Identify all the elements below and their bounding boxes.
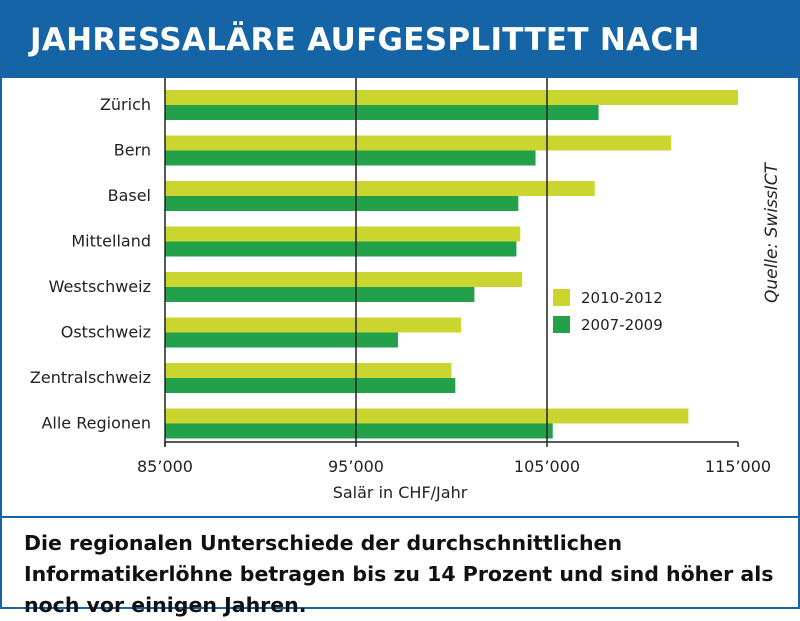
chart-area: Zürich Bern Basel Mittelland Westschweiz Osts… <box>2 78 798 516</box>
bar-chart: Zürich Bern Basel Mittelland Westschweiz Osts… <box>30 78 782 502</box>
legend-group: 2010-2012 2007-2009 <box>553 289 663 334</box>
bar-a-4 <box>165 272 523 287</box>
category-label: Zentralschweiz <box>30 368 151 387</box>
bar-a-1 <box>165 135 672 151</box>
legend-swatch-a <box>553 289 570 306</box>
x-tick-label: 105’000 <box>514 457 580 476</box>
axis-group <box>164 78 739 447</box>
bar-a-7 <box>165 408 689 424</box>
bar-a-0 <box>165 90 738 105</box>
x-tick-label: 115’000 <box>705 457 771 476</box>
category-label: Zürich <box>100 95 151 114</box>
category-label: Basel <box>108 186 151 205</box>
category-label: Mittelland <box>71 232 151 251</box>
bar-b-2 <box>165 196 519 211</box>
x-axis-label: Salär in CHF/Jahr <box>333 483 468 502</box>
bar-b-5 <box>165 332 399 348</box>
category-label: Westschweiz <box>49 277 151 296</box>
category-label: Bern <box>114 141 151 160</box>
x-tick-label: 85’000 <box>137 457 193 476</box>
labels-group: Zürich Bern Basel Mittelland Westschweiz Osts… <box>30 95 771 502</box>
category-label: Ostschweiz <box>61 323 151 342</box>
x-tick-label: 95’000 <box>328 457 384 476</box>
bar-a-6 <box>165 363 452 378</box>
bar-b-4 <box>165 287 475 302</box>
bar-b-1 <box>165 150 536 166</box>
bar-b-6 <box>165 378 456 393</box>
bar-b-3 <box>165 241 517 257</box>
caption-divider <box>2 516 798 518</box>
bar-b-0 <box>165 105 599 120</box>
caption-text: Die regionalen Unterschiede der durchsch… <box>24 531 774 617</box>
page-title: JAHRESSALÄRE AUFGESPLITTET NACH REGIONEN <box>2 2 798 134</box>
bar-a-5 <box>165 317 462 333</box>
bar-b-7 <box>165 423 553 439</box>
legend-swatch-b <box>553 316 570 333</box>
bars-group <box>165 90 738 439</box>
source-label: Quelle: SwissICT <box>762 161 782 303</box>
category-label: Alle Regionen <box>41 414 151 433</box>
legend-label: 2010-2012 <box>581 289 663 307</box>
bar-a-2 <box>165 181 595 196</box>
legend-label: 2007-2009 <box>581 316 663 334</box>
bar-a-3 <box>165 226 521 242</box>
